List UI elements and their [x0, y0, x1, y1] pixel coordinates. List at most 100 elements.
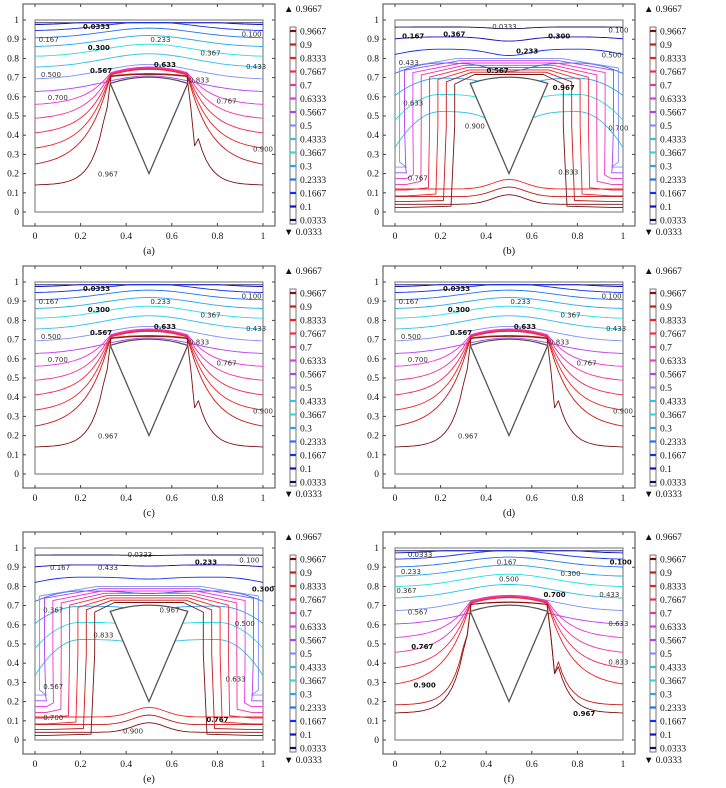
x-tick-label: 1	[261, 232, 266, 242]
contour-panel-a: 0 0.2 0.4 0.6 0.8 1 0 0.1 0.2 0.3 0.4 0.5 0.6 0.7 0.8 0…	[7, 3, 326, 257]
contour-label: 0.500	[41, 71, 61, 79]
contour-line-0.3	[394, 564, 624, 577]
y-tick-label: 0	[374, 208, 379, 218]
contour-label: 0.767	[216, 360, 236, 368]
contour-line-0.5	[34, 63, 264, 80]
x-tick-label: 0	[33, 760, 38, 770]
contour-label: 0.567	[43, 683, 63, 691]
y-tick-label: 1	[374, 16, 379, 26]
y-tick-label: 0	[14, 208, 19, 218]
y-tick-label: 0.6	[7, 355, 19, 365]
y-tick-label: 0.1	[7, 451, 19, 461]
legend-label: 0.0333	[660, 745, 686, 755]
contour-line-0.6333	[35, 590, 263, 708]
y-tick-label: 0.9	[7, 35, 19, 45]
contour-label: 0.0333	[408, 551, 433, 559]
contour-panel-f: 0 0.2 0.4 0.6 0.8 1 0 0.1 0.2 0.3 0.4 0.5 0.6 0.7 0.8 0…	[367, 531, 686, 785]
contour-line-0.6333	[34, 328, 264, 367]
x-tick-label: 0	[33, 232, 38, 242]
y-tick-label: 0.1	[367, 717, 379, 727]
y-tick-label: 0.7	[367, 336, 379, 346]
y-tick-label: 0	[14, 470, 19, 480]
y-tick-label: 1	[14, 544, 19, 554]
contour-line-0.6333	[34, 66, 264, 105]
legend-label: 0.9	[300, 303, 312, 313]
contour-line-0.1667	[395, 550, 623, 560]
contour-label: 0.233	[150, 298, 170, 306]
legend-label: 0.7	[300, 344, 312, 354]
contour-label: 0.700	[544, 591, 566, 599]
legend-label: 0.3	[300, 691, 312, 701]
contour-label: 0.833	[93, 631, 113, 639]
contour-line-0.9	[395, 186, 623, 198]
contour-label: 0.233	[510, 298, 530, 306]
y-tick-label: 0.2	[367, 698, 379, 708]
contour-line-0.3	[34, 35, 264, 47]
domain-boundary	[34, 547, 264, 741]
contour-line-0.8333	[395, 178, 623, 190]
contour-label: 0.167	[50, 564, 70, 572]
legend-label: 0.1667	[660, 452, 686, 462]
x-tick-label: 1	[621, 232, 626, 242]
x-tick-label: 0.4	[480, 760, 492, 770]
contour-label: 0.833	[189, 339, 209, 347]
legend-label: 0.9	[660, 569, 672, 579]
y-tick-label: 0.9	[367, 563, 379, 573]
contour-label: 0.433	[98, 564, 118, 572]
contour-label: 0.300	[252, 585, 274, 593]
legend-label: 0.1667	[660, 190, 686, 200]
legend-label: 0.4333	[300, 664, 326, 674]
x-tick-label: 0.8	[571, 232, 583, 242]
contour-label: 0.900	[465, 123, 485, 131]
x-tick-label: 0.6	[526, 760, 538, 770]
x-tick-label: 0.6	[166, 494, 178, 504]
axes-frame	[22, 265, 276, 489]
panel-caption: (e)	[143, 774, 155, 785]
contour-label: 0.767	[411, 643, 433, 651]
x-tick-label: 0.8	[211, 494, 223, 504]
contour-label: 0.633	[154, 61, 176, 69]
legend-label: 0.7	[660, 82, 672, 92]
contour-label: 0.633	[403, 100, 423, 108]
y-tick-label: 0.4	[7, 131, 19, 141]
legend-label: 0.1667	[300, 452, 326, 462]
y-tick-label: 0.4	[367, 659, 379, 669]
x-tick-label: 0	[33, 494, 38, 504]
contour-line-0.7	[394, 595, 624, 653]
contour-label: 0.167	[497, 558, 517, 566]
legend-label: 0.7667	[660, 596, 686, 606]
y-tick-label: 0.4	[367, 393, 379, 403]
contour-line-0.9	[394, 335, 624, 427]
contour-label: 0.167	[399, 298, 419, 306]
contour-label: 0.767	[216, 98, 236, 106]
legend-label: 0.7667	[300, 596, 326, 606]
contour-line-0.8333	[35, 597, 263, 725]
contour-label: 0.700	[43, 714, 63, 722]
contour-line-0.6333	[395, 62, 623, 180]
contour-label: 0.167	[402, 32, 424, 40]
contour-label: 0.833	[608, 658, 628, 666]
legend-label: 0.5	[660, 122, 672, 132]
contour-label: 0.833	[558, 169, 578, 177]
contour-line-0.9	[395, 71, 623, 203]
contour-label: 0.0333	[128, 551, 153, 559]
y-tick-label: 0.9	[7, 297, 19, 307]
legend-label: 0.8333	[300, 583, 326, 593]
legend-label: 0.5	[660, 384, 672, 394]
y-tick-label: 1	[374, 278, 379, 288]
contour-line-0.9667	[34, 73, 264, 186]
y-tick-label: 0.8	[7, 54, 19, 64]
contour-label: 0.700	[408, 356, 428, 364]
y-tick-label: 0.8	[367, 54, 379, 64]
legend-label: 0.5667	[300, 637, 326, 647]
y-tick-label: 0.9	[367, 35, 379, 45]
contour-lines	[394, 284, 624, 448]
contour-label: 0.433	[599, 591, 619, 599]
legend-label: 0.9667	[660, 556, 686, 566]
y-tick-label: 0.6	[367, 621, 379, 631]
x-tick-label: 0.4	[120, 232, 132, 242]
legend-label: 0.6333	[660, 95, 686, 105]
legend-label: 0.0333	[660, 217, 686, 227]
y-tick-label: 1	[14, 16, 19, 26]
axes-frame	[382, 265, 636, 489]
